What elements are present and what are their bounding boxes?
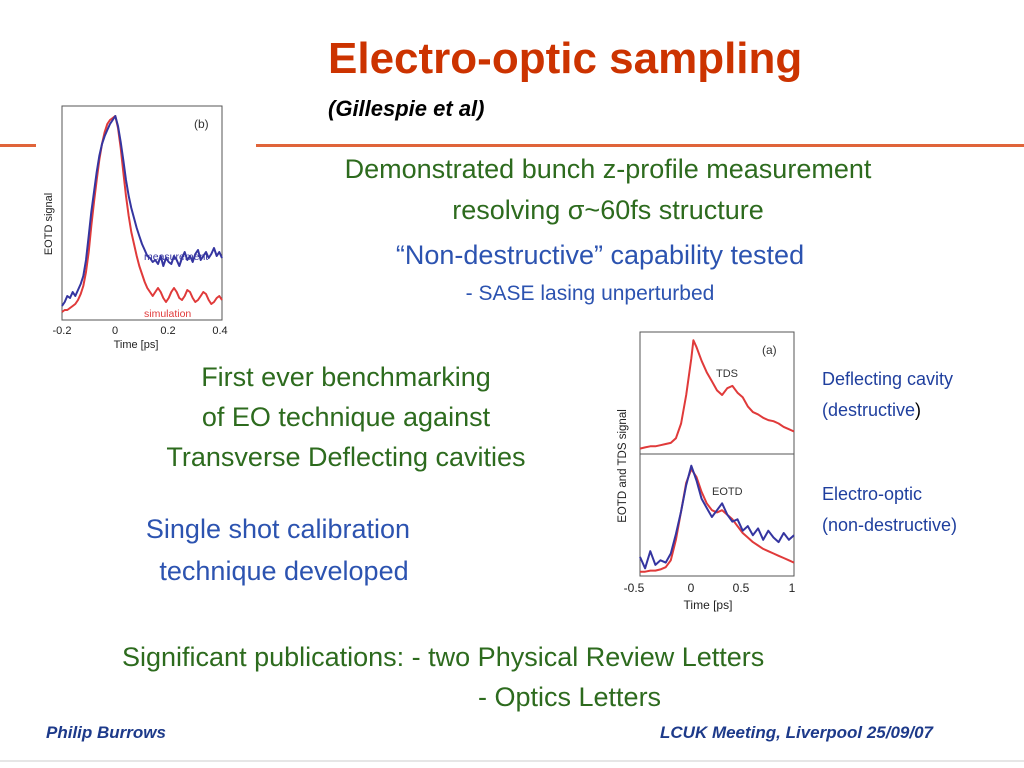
bullet-nondestructive: “Non-destructive” capability tested (395, 240, 805, 270)
page-title: Electro-optic sampling (328, 34, 803, 83)
chart-b-legend-measurement: measurement (144, 251, 208, 263)
chart-a-xlabel: Time [ps] (684, 598, 733, 612)
page-subtitle: (Gillespie et al) (328, 96, 485, 121)
chart-b-frame (61, 105, 223, 321)
bullet-sase: - SASE lasing unperturbed (465, 282, 715, 305)
footer-author: Philip Burrows (46, 723, 166, 742)
eotd-chart-b: EOTD signal (b) -0.2 0 0.2 0.4 Time [ps]… (43, 105, 228, 351)
bullet-demo-line1: Demonstrated bunch z-profile measurement (344, 154, 872, 184)
bullet-demo-line2: resolving σ~60fs structure (452, 195, 764, 225)
footer-event: LCUK Meeting, Liverpool 25/09/07 (660, 723, 934, 742)
chart-b-panel-label: (b) (194, 117, 209, 131)
bullet-benchmark-line1: First ever benchmarking (201, 362, 491, 392)
chart-a-tick: 0 (688, 581, 695, 595)
bullet-single-shot-line1: Single shot calibration (145, 514, 411, 544)
chart-a-tds-label: TDS (716, 368, 738, 380)
chart-b-tick: -0.2 (53, 325, 72, 337)
bullet-single-shot-line2: technique developed (159, 556, 409, 586)
chart-b-tick: 0 (112, 325, 118, 337)
chart-b-xlabel: Time [ps] (114, 339, 159, 351)
bullet-benchmark-line3: Transverse Deflecting cavities (166, 442, 526, 472)
note-eo-line1: Electro-optic (822, 484, 923, 504)
chart-a-eotd-line-0 (640, 468, 795, 573)
chart-a-eotd-line-1 (639, 464, 795, 570)
footer-rule (0, 760, 1024, 762)
publications-line1: Significant publications: - two Physical… (122, 642, 765, 672)
tds-eotd-chart-a: EOTD and TDS signal (a) TDS EOTD -0.5 0 … (617, 331, 796, 612)
chart-a-tick: 1 (789, 581, 796, 595)
chart-a-eotd-label: EOTD (712, 486, 743, 498)
chart-a-tick: -0.5 (624, 581, 645, 595)
note-deflecting-paren: ) (915, 400, 922, 420)
chart-b-tick: 0.4 (212, 325, 227, 337)
note-deflecting-line2: (destructive) (822, 400, 921, 421)
chart-b-measurement-line (61, 115, 223, 307)
publications-line2: - Optics Letters (478, 682, 662, 712)
chart-a-ylabel: EOTD and TDS signal (617, 409, 629, 523)
note-deflecting-text: (destructive (822, 400, 916, 420)
title-rule-left (0, 144, 36, 147)
chart-b-simulation-line (61, 115, 223, 313)
note-eo-line2: (non-destructive) (822, 515, 958, 535)
note-deflecting-line1: Deflecting cavity (822, 369, 954, 389)
chart-a-tick: 0.5 (733, 581, 750, 595)
chart-a-tds-line-0 (639, 339, 795, 450)
bullet-benchmark-line2: of EO technique against (201, 402, 491, 432)
chart-b-legend-simulation: simulation (144, 308, 191, 320)
chart-b-tick: 0.2 (160, 325, 175, 337)
chart-a-panel-label: (a) (762, 343, 777, 357)
chart-b-ylabel: EOTD signal (43, 193, 55, 255)
title-rule-right (256, 144, 1024, 147)
